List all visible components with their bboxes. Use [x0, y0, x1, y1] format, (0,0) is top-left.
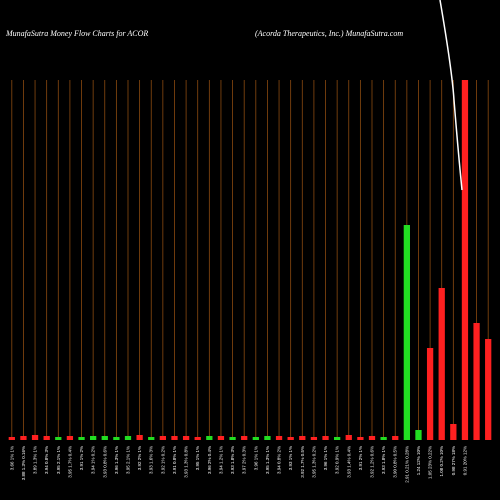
bar	[275, 436, 283, 440]
bar	[426, 348, 434, 440]
bar	[31, 435, 39, 440]
x-tick-label: 3.93 1.3% 0.8%	[184, 446, 189, 478]
x-tick-label: 3.96 1% 1%	[253, 446, 258, 470]
x-tick-label: 0.91 20% 12%	[462, 446, 467, 475]
bar	[368, 436, 376, 440]
x-tick-label: 3.96 1% 1%	[323, 446, 328, 470]
bar	[66, 436, 74, 440]
x-tick-label: 3.93 0.8% 0.6%	[102, 446, 107, 478]
bar	[392, 436, 399, 440]
bar	[380, 437, 387, 440]
bar	[78, 437, 85, 440]
bar	[206, 436, 213, 440]
x-tick-label: 3.92 1% 0.2%	[160, 446, 165, 474]
x-tick-label: 3.91 0.8% 1%	[172, 446, 177, 474]
x-labels: 3.66 1% 1% 3.88 1.3% 0.16% 3.89 1.3% 1% 3.9…	[9, 446, 467, 483]
x-tick-label: 3.89 1.3% 1%	[33, 446, 38, 474]
x-tick-label: 3.88 1.3% 0.16%	[21, 446, 26, 480]
bar	[217, 436, 225, 440]
x-tick-label: 3.94 0.8% 2%	[277, 446, 282, 474]
x-tick-label: 3.96 1.3% 1%	[114, 446, 119, 474]
x-tick-label: 3.95 1.3% 1%	[265, 446, 270, 474]
bar	[287, 437, 294, 440]
bar	[8, 437, 15, 440]
bars	[8, 80, 492, 440]
x-tick-label: 0.98 27% 18%	[451, 446, 456, 475]
x-tick-label: 3.95 1% 1%	[195, 446, 200, 470]
bar	[438, 288, 445, 440]
bar	[171, 436, 178, 440]
bar	[148, 437, 155, 440]
x-tick-label: 3.90 0.8% 0.5%	[393, 446, 398, 478]
x-tick-label: 3.93 1.8% 1%	[381, 446, 386, 474]
x-tick-label: 3.93 1.8% 3%	[230, 446, 235, 474]
x-tick-label: 3.91 1% 2%	[79, 446, 84, 470]
x-tick-label: 3.97 2% 0.3%	[242, 446, 247, 474]
bar	[252, 437, 259, 440]
bar	[124, 436, 132, 440]
x-tick-label: 3.93 1.6% 3%	[149, 446, 154, 474]
bar	[415, 430, 422, 440]
x-tick-label: 3.66 1% 1%	[9, 446, 14, 470]
bar	[299, 436, 306, 440]
bar	[322, 436, 329, 440]
x-tick-label: 3.95 2.1% 1%	[126, 446, 131, 474]
x-tick-label: 1.24 12% 10%	[416, 446, 421, 475]
x-tick-label: 3.94 1.2% 1%	[218, 446, 223, 474]
bar	[264, 436, 271, 440]
bar	[461, 80, 469, 440]
x-tick-label: 3.95 1.7% 0.4%	[67, 446, 72, 478]
price-line	[439, 0, 463, 191]
bar	[159, 436, 166, 440]
x-tick-label: 1.05 23% 0.22%	[428, 446, 433, 479]
x-tick-label: 3.92 1.2% 0.6%	[370, 446, 375, 478]
bar	[450, 424, 457, 440]
x-tick-label: 3.95 1.3% 0.2%	[311, 446, 316, 478]
x-tick-label: 3.92 1.7% 0.5%	[300, 446, 305, 478]
bar	[403, 225, 410, 440]
bar	[334, 437, 341, 440]
bar	[485, 339, 492, 440]
x-tick-label: 3.93 1.4% 0.4%	[346, 446, 351, 478]
bar	[194, 437, 201, 440]
bar	[241, 436, 248, 440]
bar	[136, 435, 143, 440]
bar	[113, 437, 120, 440]
chart-subtitle: (Acorda Therapeutics, Inc.) MunafaSutra.…	[255, 29, 403, 38]
x-tick-label: 1.08 0.2% 10%	[439, 446, 444, 477]
bar	[55, 437, 62, 440]
bar	[229, 437, 236, 440]
bar	[473, 323, 480, 440]
x-tick-label: 3.96 2% 0.4%	[207, 446, 212, 474]
chart-title: MunafaSutra Money Flow Charts for ACOR	[5, 29, 148, 38]
bar	[345, 435, 352, 440]
bar	[43, 436, 50, 440]
x-tick-label: 2.91 0.21% 0.28%	[404, 446, 409, 483]
x-tick-label: 3.95 2.1% 1%	[56, 446, 61, 474]
x-tick-label: 3.94 0.8% 3%	[44, 446, 49, 474]
bar	[20, 436, 27, 440]
x-tick-label: 3.93 1% 1%	[288, 446, 293, 470]
bar	[357, 437, 364, 440]
bar	[182, 436, 190, 440]
bar	[310, 437, 318, 440]
x-tick-label: 3.92 0.9% 1%	[335, 446, 340, 474]
x-tick-label: 3.91 2% 1%	[358, 446, 363, 470]
bar	[90, 436, 97, 440]
x-tick-label: 3.94 1% 0.2%	[91, 446, 96, 474]
x-tick-label: 3.92 2% 1%	[137, 446, 142, 470]
bar	[101, 436, 108, 440]
